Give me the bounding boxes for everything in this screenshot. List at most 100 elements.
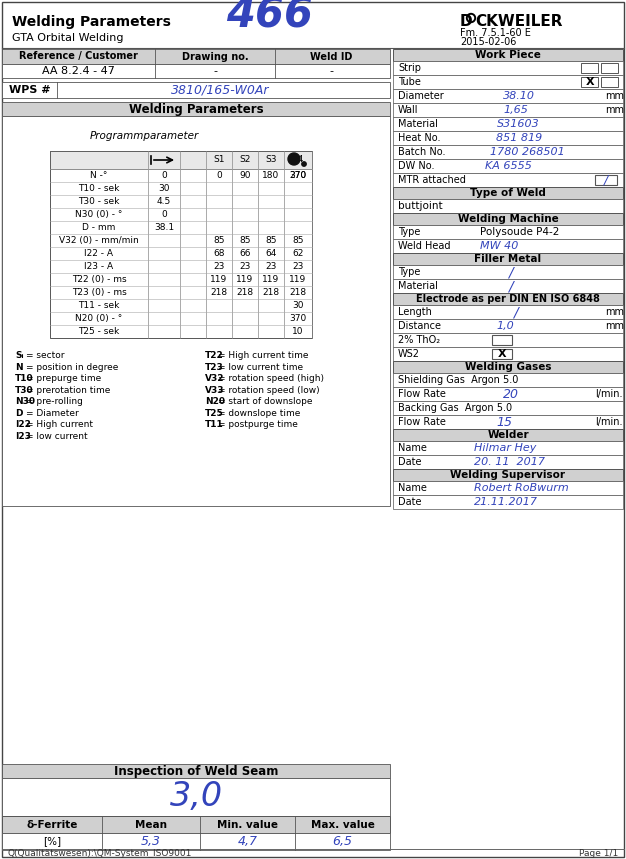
Bar — [2, 116, 390, 506]
Text: Backing Gas  Argon 5.0: Backing Gas Argon 5.0 — [398, 403, 512, 413]
Text: 15: 15 — [496, 416, 513, 429]
Text: Welding Parameters: Welding Parameters — [12, 15, 171, 29]
Text: 90: 90 — [239, 171, 251, 180]
Text: CKWEILER: CKWEILER — [475, 14, 563, 29]
Text: 218: 218 — [237, 288, 254, 297]
Text: 1,0: 1,0 — [496, 321, 514, 331]
Text: Name: Name — [398, 443, 427, 453]
Text: D: D — [460, 14, 473, 29]
Bar — [393, 49, 623, 61]
Text: T23: T23 — [205, 362, 223, 372]
Bar — [393, 239, 623, 253]
Text: S3: S3 — [265, 155, 277, 165]
Bar — [2, 778, 390, 816]
Bar — [393, 225, 623, 239]
Text: = Diameter: = Diameter — [26, 409, 79, 417]
Text: -: - — [213, 66, 217, 76]
Text: T25 - sek: T25 - sek — [78, 327, 120, 336]
Text: 3,0: 3,0 — [170, 781, 223, 813]
Text: I23: I23 — [15, 432, 31, 441]
Text: /: / — [508, 265, 513, 279]
Text: Welder: Welder — [487, 430, 529, 440]
Bar — [393, 159, 623, 173]
Text: mm: mm — [605, 105, 624, 115]
Text: V32: V32 — [205, 375, 225, 383]
Text: Drawing no.: Drawing no. — [182, 52, 249, 62]
Text: KA 6555: KA 6555 — [485, 161, 532, 171]
Bar — [393, 253, 623, 265]
Bar — [595, 175, 617, 185]
Text: 2015-02-06: 2015-02-06 — [460, 37, 516, 47]
Bar — [50, 151, 312, 338]
Text: 1780 268501: 1780 268501 — [490, 147, 565, 157]
Text: X: X — [586, 77, 594, 87]
Text: N20 (0) - °: N20 (0) - ° — [75, 314, 123, 323]
Text: buttjoint: buttjoint — [398, 201, 443, 211]
Bar — [393, 199, 623, 213]
Text: = prerotation time: = prerotation time — [26, 386, 110, 395]
Text: = prepurge time: = prepurge time — [26, 375, 101, 383]
Text: Weld ID: Weld ID — [310, 52, 352, 62]
Text: 10: 10 — [292, 327, 304, 336]
Text: T25: T25 — [205, 409, 223, 417]
Text: 370: 370 — [289, 171, 307, 180]
Bar — [2, 102, 390, 116]
Text: l/min.: l/min. — [595, 417, 622, 427]
Text: N20: N20 — [205, 397, 225, 406]
Bar — [393, 265, 623, 279]
Text: Welding Gases: Welding Gases — [464, 362, 552, 372]
Text: Material: Material — [398, 119, 438, 129]
Text: AA 8.2.4 - 47: AA 8.2.4 - 47 — [41, 66, 115, 76]
Bar — [2, 82, 390, 98]
Bar — [393, 441, 623, 455]
Text: Filler Metal: Filler Metal — [475, 254, 541, 264]
Text: 20: 20 — [503, 387, 520, 400]
Text: 180: 180 — [262, 171, 280, 180]
Text: Work Piece: Work Piece — [475, 50, 541, 60]
Bar — [393, 333, 623, 347]
Text: = start of downslope: = start of downslope — [218, 397, 312, 406]
Bar — [393, 145, 623, 159]
Text: Electrode as per DIN EN ISO 6848: Electrode as per DIN EN ISO 6848 — [416, 294, 600, 304]
Bar — [393, 131, 623, 145]
Bar — [393, 469, 623, 481]
Text: DW No.: DW No. — [398, 161, 434, 171]
Text: Mean: Mean — [135, 819, 167, 830]
Bar — [393, 481, 623, 495]
Text: l/min.: l/min. — [595, 389, 622, 399]
Text: 119: 119 — [289, 275, 307, 284]
Bar — [393, 61, 623, 75]
Text: /: / — [604, 174, 608, 186]
Bar — [601, 63, 618, 73]
Bar — [393, 429, 623, 441]
Text: 119: 119 — [210, 275, 228, 284]
Bar — [581, 63, 598, 73]
Text: 85: 85 — [292, 236, 304, 245]
Text: 851 819: 851 819 — [496, 133, 543, 143]
Text: 2% ThO₂: 2% ThO₂ — [398, 335, 440, 345]
Text: Length: Length — [398, 307, 432, 317]
Text: -: - — [329, 66, 333, 76]
Text: 6,5: 6,5 — [332, 835, 352, 848]
Bar — [393, 117, 623, 131]
Text: T11 - sek: T11 - sek — [78, 301, 120, 310]
Text: X: X — [498, 349, 506, 359]
Text: GTA Orbital Welding: GTA Orbital Welding — [12, 33, 123, 43]
Text: I22 - A: I22 - A — [85, 249, 113, 258]
Bar — [393, 401, 623, 415]
Text: 85: 85 — [265, 236, 277, 245]
Text: Flow Rate: Flow Rate — [398, 417, 446, 427]
Text: δ-Ferrite: δ-Ferrite — [26, 819, 78, 830]
Text: Type of Weld: Type of Weld — [470, 188, 546, 198]
Text: 68: 68 — [213, 249, 225, 258]
Text: Min. value: Min. value — [217, 819, 278, 830]
Bar — [2, 64, 390, 78]
Text: T22: T22 — [205, 351, 223, 360]
Text: = pre-rolling: = pre-rolling — [26, 397, 83, 406]
Text: WS2: WS2 — [398, 349, 420, 359]
Text: Strip: Strip — [398, 63, 421, 73]
Text: N30 (0) - °: N30 (0) - ° — [75, 210, 123, 219]
Text: Distance: Distance — [398, 321, 441, 331]
Text: = postpurge time: = postpurge time — [218, 420, 298, 430]
Text: 218: 218 — [289, 288, 307, 297]
